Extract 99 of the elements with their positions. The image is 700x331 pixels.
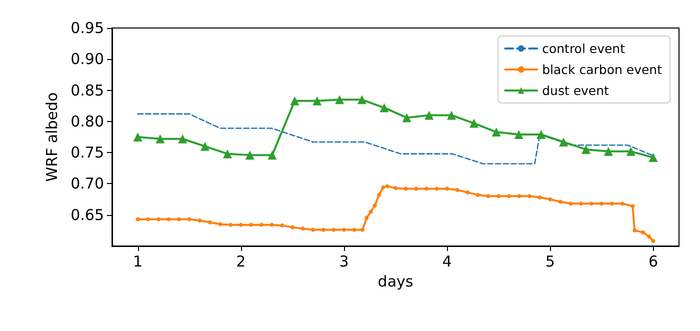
point bbox=[446, 110, 456, 120]
point bbox=[385, 184, 390, 188]
point bbox=[187, 217, 192, 222]
point bbox=[377, 192, 382, 197]
point bbox=[582, 144, 591, 154]
point bbox=[238, 222, 243, 227]
point bbox=[178, 134, 188, 144]
point bbox=[506, 194, 511, 198]
point bbox=[610, 202, 614, 206]
point bbox=[312, 96, 322, 106]
point bbox=[321, 228, 326, 232]
point bbox=[651, 239, 656, 244]
point bbox=[404, 186, 408, 191]
point bbox=[496, 194, 501, 198]
point bbox=[198, 218, 202, 222]
point bbox=[222, 149, 232, 158]
y-tick-label: 0.65 bbox=[70, 206, 104, 224]
point bbox=[424, 110, 434, 120]
x-tick-label: 6 bbox=[648, 252, 658, 270]
point bbox=[146, 217, 150, 222]
point bbox=[648, 153, 658, 162]
point bbox=[352, 228, 356, 232]
x-tick-label: 2 bbox=[236, 252, 246, 270]
point bbox=[579, 202, 584, 206]
point bbox=[414, 186, 418, 191]
point bbox=[332, 228, 336, 232]
y-tick-label: 0.70 bbox=[70, 174, 104, 193]
point bbox=[200, 142, 210, 151]
point bbox=[394, 186, 398, 190]
point bbox=[434, 186, 439, 191]
point bbox=[290, 225, 294, 230]
point bbox=[372, 204, 377, 208]
point bbox=[290, 96, 300, 106]
point bbox=[380, 103, 389, 112]
point bbox=[335, 95, 344, 104]
y-tick-label: 0.90 bbox=[70, 50, 104, 68]
point bbox=[476, 192, 480, 197]
point bbox=[492, 128, 501, 137]
point bbox=[445, 186, 450, 191]
y-axis-title: WRF albedo bbox=[43, 92, 62, 182]
point bbox=[528, 194, 532, 198]
point bbox=[600, 202, 604, 206]
point bbox=[548, 197, 552, 202]
y-tick-label: 0.80 bbox=[70, 112, 104, 130]
point bbox=[357, 95, 366, 104]
point bbox=[514, 130, 524, 140]
point bbox=[620, 202, 624, 206]
point bbox=[630, 204, 635, 208]
point bbox=[166, 217, 171, 222]
point bbox=[589, 202, 594, 206]
point bbox=[486, 194, 490, 198]
point bbox=[245, 150, 254, 160]
point bbox=[558, 200, 562, 204]
legend-label: dust event bbox=[542, 83, 610, 98]
point bbox=[133, 132, 142, 142]
x-tick-label: 5 bbox=[545, 252, 555, 270]
point bbox=[177, 217, 182, 222]
point bbox=[270, 222, 274, 227]
x-axis-title: days bbox=[378, 272, 414, 290]
point bbox=[311, 228, 316, 232]
point bbox=[300, 226, 305, 231]
point bbox=[156, 134, 165, 144]
legend-label: black carbon event bbox=[542, 62, 662, 77]
point bbox=[268, 150, 277, 160]
point bbox=[136, 217, 140, 222]
point bbox=[604, 146, 613, 156]
point bbox=[249, 222, 254, 227]
point bbox=[466, 190, 470, 194]
y-tick-label: 0.95 bbox=[70, 19, 104, 37]
point bbox=[280, 223, 284, 228]
point bbox=[424, 186, 428, 191]
point bbox=[536, 130, 546, 140]
point bbox=[402, 113, 412, 122]
x-tick-label: 1 bbox=[133, 252, 143, 270]
point bbox=[647, 234, 652, 239]
point bbox=[156, 217, 160, 222]
point bbox=[364, 216, 369, 220]
point bbox=[455, 188, 460, 192]
point bbox=[632, 228, 637, 232]
point bbox=[360, 228, 365, 232]
x-tick-label: 3 bbox=[339, 252, 349, 270]
point bbox=[626, 146, 636, 156]
point bbox=[342, 228, 346, 232]
point bbox=[208, 220, 212, 224]
point bbox=[517, 194, 522, 198]
legend-label: control event bbox=[542, 41, 626, 56]
point bbox=[538, 195, 542, 200]
point bbox=[228, 222, 233, 227]
point bbox=[368, 210, 373, 214]
point bbox=[381, 185, 386, 190]
point bbox=[259, 222, 264, 227]
point bbox=[218, 222, 222, 226]
y-tick-label: 0.75 bbox=[70, 144, 104, 162]
y-tick-label: 0.85 bbox=[70, 81, 104, 100]
point bbox=[640, 230, 645, 234]
x-tick-label: 4 bbox=[442, 252, 452, 270]
point bbox=[469, 118, 478, 128]
point bbox=[568, 202, 573, 206]
point bbox=[559, 137, 568, 146]
